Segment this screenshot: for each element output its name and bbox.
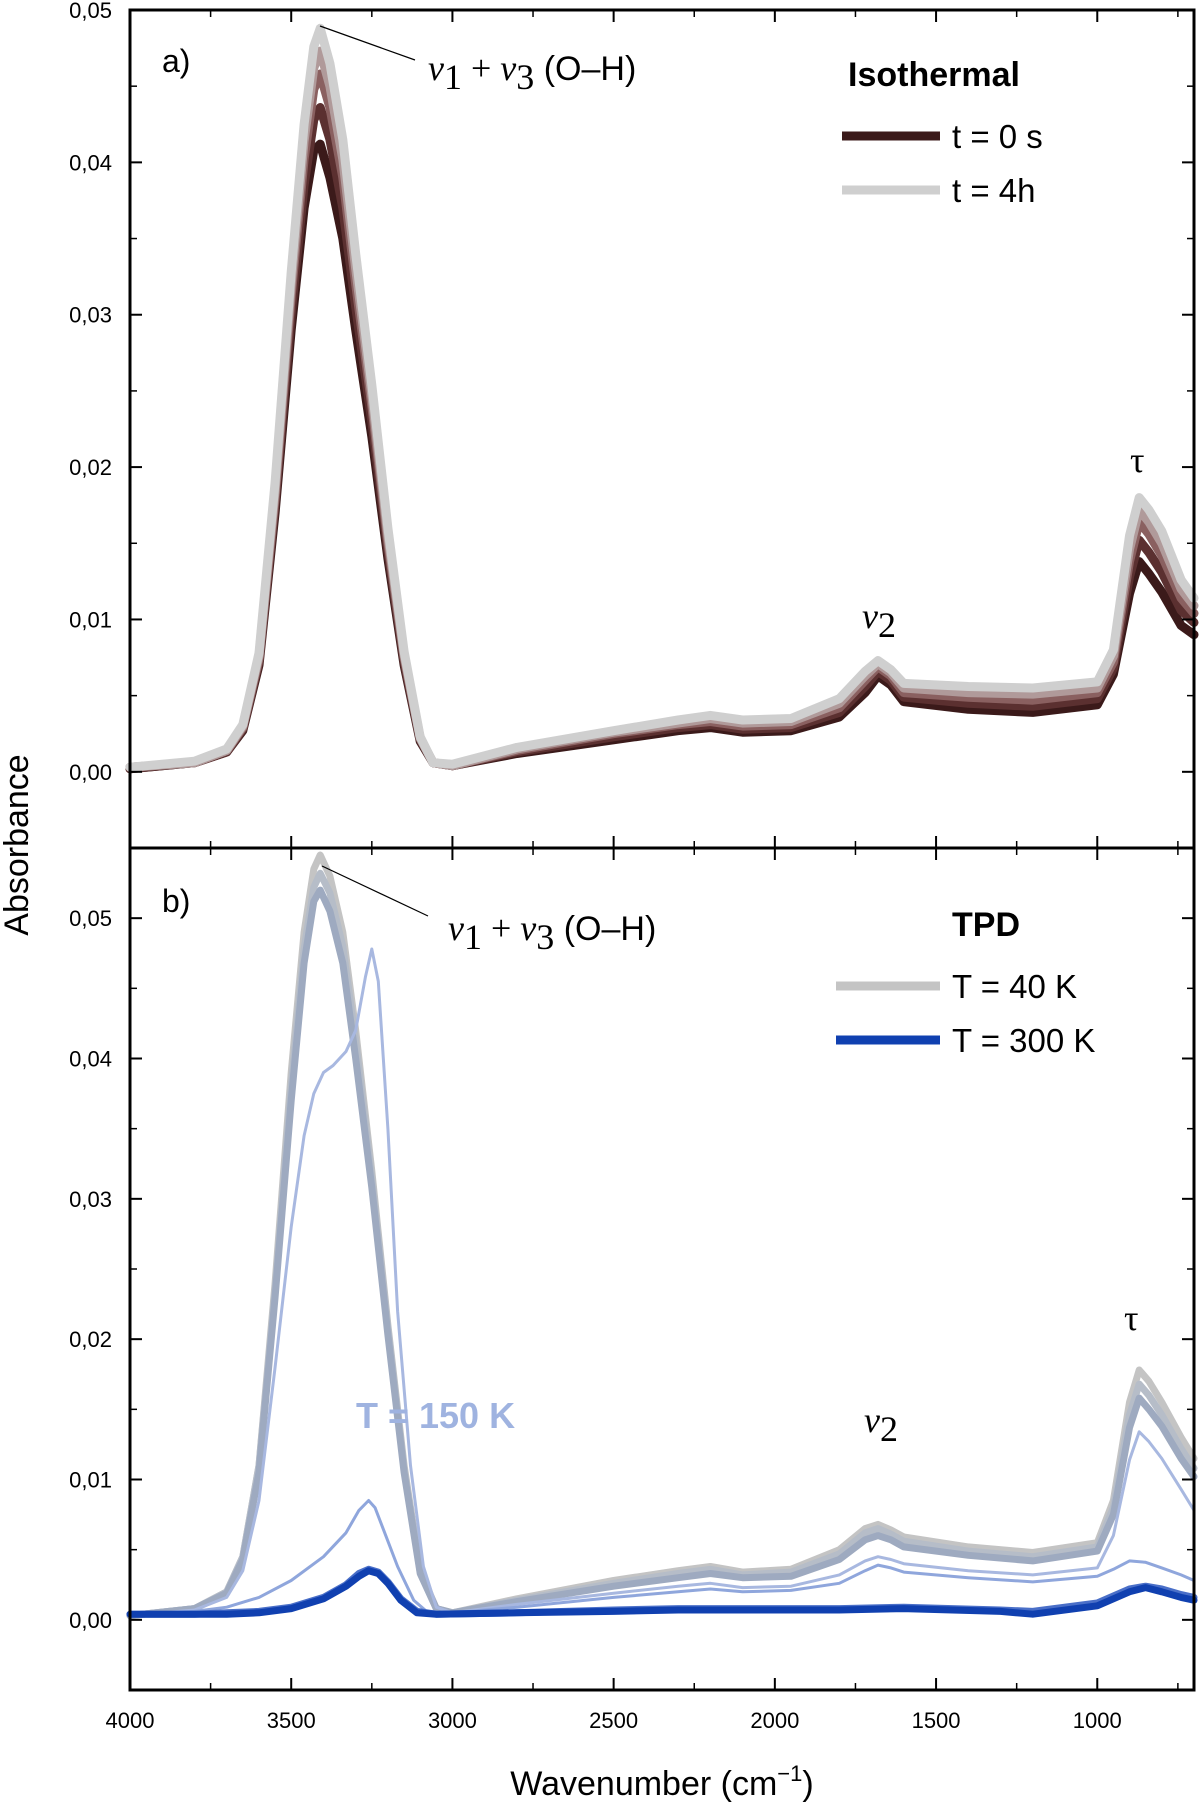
panel-a-label: a) xyxy=(162,43,190,79)
panel-a-legend-label-0: t = 0 s xyxy=(952,118,1043,155)
xtick-label: 2000 xyxy=(750,1708,799,1733)
x-ticks: 4000 3500 3000 2500 2000 1500 1000 xyxy=(106,1708,1122,1733)
x-axis-title-end: ) xyxy=(802,1765,813,1802)
panel-a-ytick-label: 0,01 xyxy=(69,607,112,632)
panel-a-oh-label: v1 + v3 (O–H) xyxy=(428,48,636,97)
panel-a-ticks: 0,00 0,01 0,02 0,03 0,04 0,05 xyxy=(69,0,1194,848)
panel-b-legend-label-0: T = 40 K xyxy=(952,968,1077,1005)
panel-b-oh-v1: v xyxy=(448,908,464,948)
panel-a-ytick-label: 0,04 xyxy=(69,150,112,175)
panel-b-label: b) xyxy=(162,883,190,919)
panel-b-legend: TPD T = 40 K T = 300 K xyxy=(836,906,1095,1059)
panel-b-ytick-label: 0,02 xyxy=(69,1327,112,1352)
panel-b-oh-leader xyxy=(321,865,429,917)
xtick-label: 1000 xyxy=(1073,1708,1122,1733)
panel-b-temp-annotation: T = 150 K xyxy=(356,1395,515,1436)
panel-a-legend-label-1: t = 4h xyxy=(952,172,1035,209)
panel-a-legend-title: Isothermal xyxy=(848,56,1020,94)
panel-b-oh-tail: (O–H) xyxy=(554,910,656,948)
panel-a-v2-sub: 2 xyxy=(878,605,896,645)
xtick-label: 2500 xyxy=(589,1708,638,1733)
panel-a-oh-sub3: 3 xyxy=(516,57,534,97)
xtick-label: 4000 xyxy=(106,1708,155,1733)
panel-a-v2: v xyxy=(862,596,878,636)
panel-a-ytick-label: 0,05 xyxy=(69,0,112,23)
panel-b-ytick-label: 0,05 xyxy=(69,906,112,931)
panel-b-series-t-300-k xyxy=(126,1567,1198,1618)
panel-a-oh-tail: (O–H) xyxy=(534,50,636,88)
panel-b-ytick-label: 0,00 xyxy=(69,1608,112,1633)
panel-b-oh-v3: v xyxy=(520,908,536,948)
panel-b-legend-label-1: T = 300 K xyxy=(952,1022,1095,1059)
panel-b-oh-plus: + xyxy=(482,908,520,948)
panel-b-series-t-120-k xyxy=(126,886,1198,1620)
panel-b-oh-sub1: 1 xyxy=(464,917,482,957)
x-axis-title-sup: −1 xyxy=(777,1761,802,1786)
xtick-label: 1500 xyxy=(912,1708,961,1733)
panel-b-series xyxy=(126,851,1198,1620)
panel-a-ytick-label: 0,03 xyxy=(69,303,112,328)
panel-b: 0,000,010,020,030,040,05 b) v1 + v3 (O–H… xyxy=(69,846,1198,1692)
panel-a-series xyxy=(125,23,1199,774)
panel-b-v2-sub: 2 xyxy=(880,1409,898,1449)
panel-a-oh-sub1: 1 xyxy=(444,57,462,97)
xtick-label: 3500 xyxy=(267,1708,316,1733)
panel-a-oh-plus: + xyxy=(462,48,500,88)
x-axis-title: Wavenumber (cm−1) xyxy=(510,1761,813,1802)
xtick-label: 3000 xyxy=(428,1708,477,1733)
panel-b-legend-title: TPD xyxy=(952,906,1020,944)
panel-a-oh-v3: v xyxy=(500,48,516,88)
panel-a-series-t-4h xyxy=(125,23,1199,772)
panel-a-oh-v1: v xyxy=(428,48,444,88)
panel-a-ytick-label: 0,00 xyxy=(69,760,112,785)
panel-b-oh-label: v1 + v3 (O–H) xyxy=(448,908,656,957)
panel-a-legend: Isothermal t = 0 s t = 4h xyxy=(842,56,1043,209)
panel-a-oh-leader xyxy=(319,25,416,61)
panel-a-ytick-label: 0,02 xyxy=(69,455,112,480)
panel-b-tau-label: τ xyxy=(1124,1298,1138,1338)
panel-b-v2-label: v2 xyxy=(864,1400,898,1449)
panel-a: 0,000,010,020,030,040,05 a) v1 + v3 (O–H… xyxy=(69,0,1199,850)
panel-b-v2: v xyxy=(864,1400,880,1440)
x-axis-title-main: Wavenumber (cm xyxy=(510,1765,777,1802)
panel-b-oh-sub3: 3 xyxy=(536,917,554,957)
panel-a-series-t-0-s xyxy=(125,139,1199,774)
panel-a-tau-label: τ xyxy=(1130,440,1144,480)
panel-a-v2-label: v2 xyxy=(862,596,896,645)
panel-b-series-t-150-k xyxy=(128,1499,1196,1616)
panel-b-ytick-label: 0,01 xyxy=(69,1468,112,1493)
panel-b-ytick-label: 0,03 xyxy=(69,1187,112,1212)
panel-b-frame xyxy=(128,846,1196,1692)
panel-b-ytick-label: 0,04 xyxy=(69,1047,112,1072)
panel-a-series-t-3h xyxy=(125,46,1199,772)
y-axis-title: Absorbance xyxy=(0,754,36,935)
